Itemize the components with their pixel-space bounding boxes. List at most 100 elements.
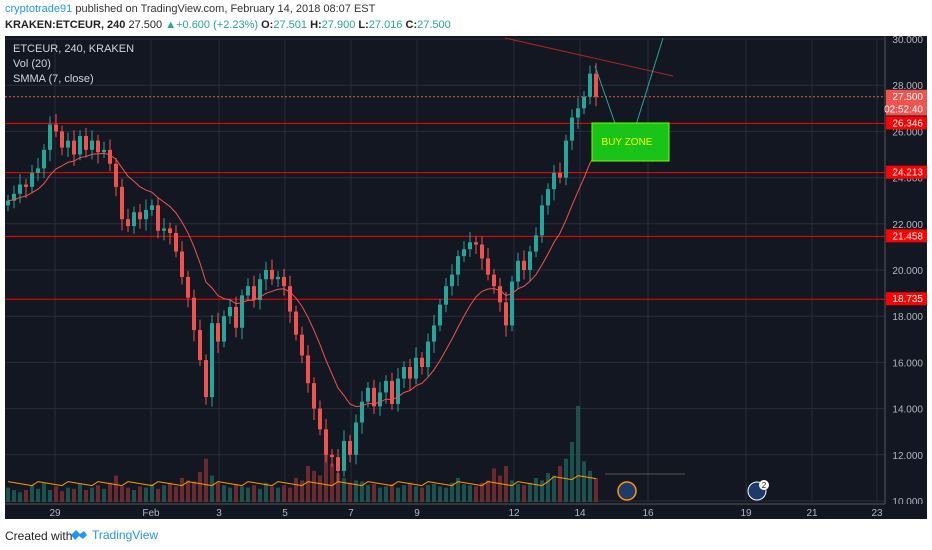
volume-bar: [108, 482, 112, 502]
volume-bar: [510, 480, 514, 502]
price-label-bg: [886, 102, 927, 116]
volume-bar: [78, 484, 82, 502]
volume-bar: [198, 472, 202, 502]
tradingview-logo-icon: [71, 530, 87, 540]
candle-body: [444, 286, 448, 305]
candle-body: [570, 117, 574, 141]
volume-bar: [456, 478, 460, 502]
volume-bar: [36, 488, 40, 502]
high-value: 27.900: [321, 19, 356, 31]
time-tick-label: 21: [806, 508, 818, 519]
candle-body: [102, 149, 106, 153]
candle-body: [96, 140, 100, 153]
candle-body: [24, 184, 28, 187]
candle-body: [588, 73, 592, 97]
candle-body: [516, 260, 520, 282]
candle-body: [552, 172, 556, 190]
candles: [6, 63, 598, 483]
volume-bar: [144, 487, 148, 502]
volume-bar: [114, 475, 118, 502]
event-count-text: 2: [762, 481, 767, 490]
smma-line: [7, 152, 597, 408]
price-tick-label: 28.000: [892, 81, 923, 92]
price-label-bg: [886, 292, 927, 306]
candle-body: [72, 140, 76, 155]
time-tick-label: 16: [642, 508, 654, 519]
volume-bar: [156, 488, 160, 502]
author-link[interactable]: cryptotrade91: [5, 3, 73, 15]
candle-body: [48, 124, 52, 150]
tradingview-brand[interactable]: TradingView: [70, 528, 158, 542]
candle-body: [54, 124, 58, 132]
close-label: C:: [405, 19, 418, 31]
volume-bar: [12, 490, 16, 502]
chart-axes: 30.000 28.000 26.000 24.000 22.000 20.000 18.0…: [5, 35, 927, 519]
volume-bar: [486, 480, 490, 502]
candle-body: [12, 193, 16, 201]
candle-body: [198, 330, 202, 361]
volume-bar: [312, 470, 316, 502]
candle-body: [258, 279, 262, 301]
candle-body: [324, 429, 328, 455]
volume-bar: [216, 482, 220, 502]
candle-body: [336, 457, 340, 471]
volume-bar: [306, 466, 310, 502]
volume-bar: [522, 485, 526, 502]
buy-zone-box[interactable]: [591, 122, 670, 162]
candle-body: [186, 276, 190, 298]
candle-body: [360, 401, 364, 423]
candle-body: [294, 311, 298, 335]
candle-body: [456, 256, 460, 275]
candle-body: [318, 408, 322, 430]
price-chart[interactable]: 2 30.000 28.000 26.000 24.000 22.000 20.000 18…: [5, 35, 927, 519]
candle-body: [174, 233, 178, 252]
candle-body: [156, 205, 160, 231]
volume-bars: [6, 406, 598, 502]
candle-body: [6, 200, 10, 206]
candle-body: [216, 323, 220, 342]
volume-bar: [384, 486, 388, 502]
volume-bar: [534, 478, 538, 502]
volume-bar: [246, 487, 250, 502]
volume-bar: [168, 482, 172, 502]
candle-body: [78, 136, 82, 155]
open-value: 27.501: [273, 19, 307, 31]
volume-bar: [210, 475, 214, 502]
volume-bar: [378, 487, 382, 502]
volume-ma-line: [7, 475, 597, 487]
chart-container[interactable]: 2 30.000 28.000 26.000 24.000 22.000 20.000 18…: [5, 35, 927, 519]
publish-info: cryptotrade91 published on TradingView.c…: [5, 3, 375, 15]
price-tick-label: 30.000: [892, 36, 923, 46]
volume-bar: [6, 487, 10, 502]
price-label: 27.500: [892, 92, 923, 103]
candle-body: [168, 228, 172, 234]
candle-body: [372, 387, 376, 407]
candle-body: [414, 357, 418, 379]
candle-body: [312, 383, 316, 409]
volume-bar: [498, 475, 502, 502]
volume-bar: [42, 482, 46, 502]
buy-zone-label: BUY ZONE: [602, 137, 653, 148]
candle-body: [330, 454, 334, 458]
published-text: published on TradingView.com, February 1…: [75, 3, 376, 15]
volume-bar: [492, 468, 496, 502]
volume-bar: [372, 484, 376, 502]
time-tick-label: 23: [871, 508, 883, 519]
price-tick-label: 24.000: [892, 174, 923, 185]
event-marker-icon: [617, 481, 637, 501]
time-tick-label: 19: [740, 508, 752, 519]
legend-smma: SMMA (7, close): [13, 73, 94, 85]
volume-bar: [366, 485, 370, 502]
candle-body: [540, 205, 544, 236]
candle-body: [228, 306, 232, 317]
volume-bar: [24, 490, 28, 502]
candle-body: [150, 205, 154, 210]
volume-bar: [396, 487, 400, 502]
volume-bar: [528, 482, 532, 502]
volume-bar: [258, 488, 262, 502]
volume-bar: [450, 482, 454, 502]
volume-bar: [552, 475, 556, 502]
candle-body: [486, 258, 490, 275]
volume-bar: [84, 490, 88, 502]
low-value: 27.016: [368, 19, 403, 31]
